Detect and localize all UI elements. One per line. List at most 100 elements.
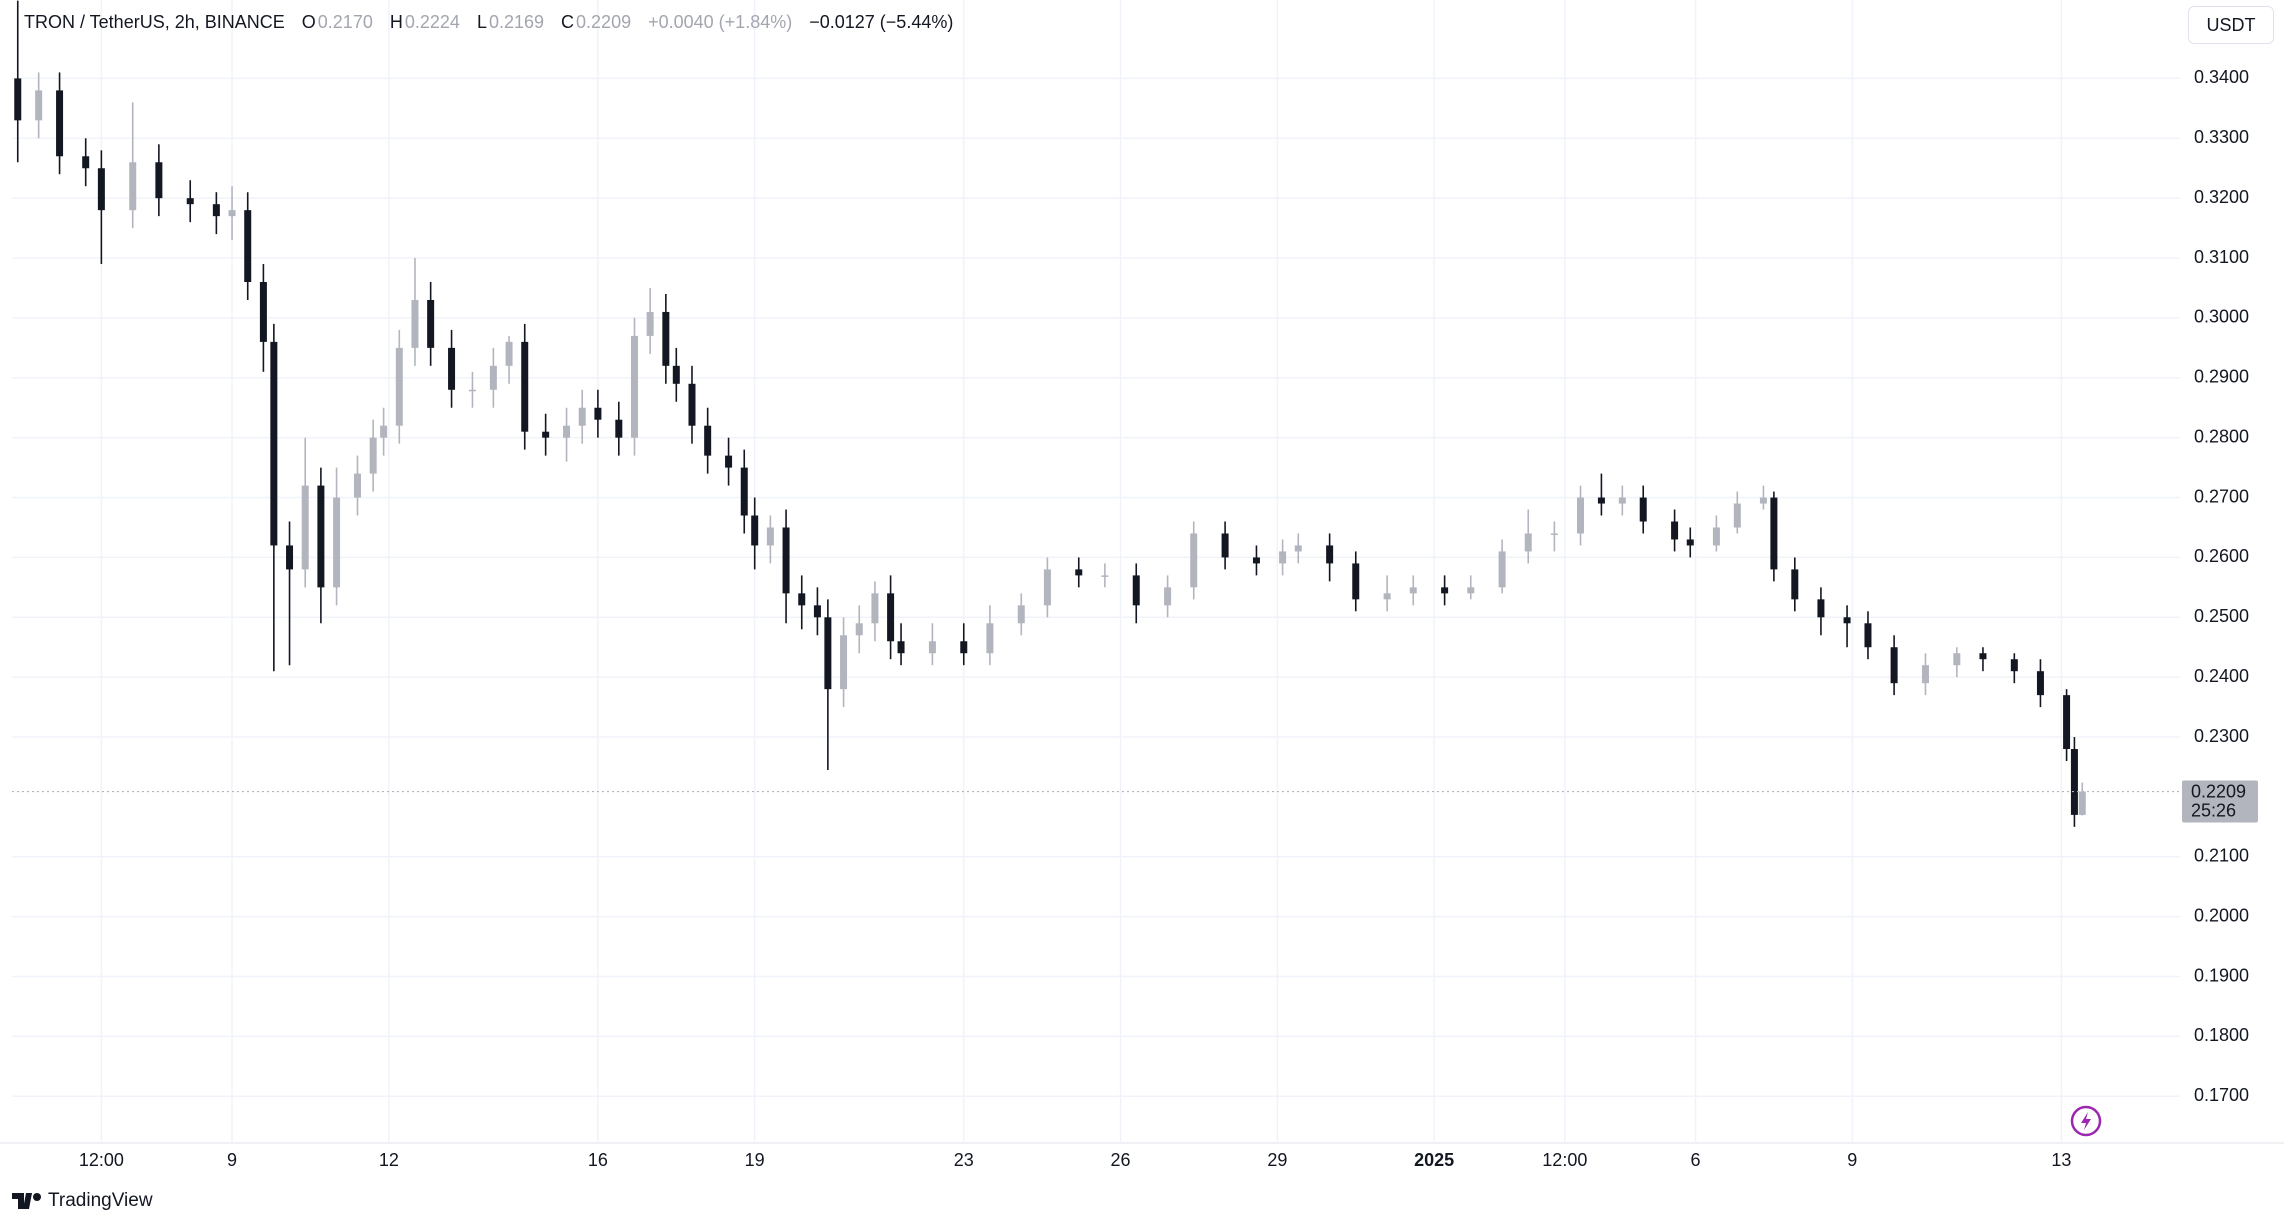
candles (14, 0, 2086, 827)
x-tick-label: 9 (227, 1150, 237, 1170)
high-value: 0.2224 (404, 12, 460, 32)
y-tick-label: 0.1800 (2194, 1025, 2249, 1045)
candle-body (766, 527, 774, 546)
candle-body (155, 162, 163, 199)
candle-body (615, 419, 623, 438)
candle-body (82, 156, 90, 169)
candle-body (1671, 521, 1679, 540)
candle-body (186, 198, 194, 205)
y-tick-label: 0.2400 (2194, 666, 2249, 686)
candle-body (1618, 497, 1626, 504)
alert-icon[interactable] (2070, 1105, 2102, 1137)
candle-body (505, 341, 513, 366)
brand[interactable]: TradingView (12, 1190, 153, 1212)
x-tick-label: 29 (1267, 1150, 1287, 1170)
y-tick-label: 0.3000 (2194, 307, 2249, 327)
x-tick-label: 23 (954, 1150, 974, 1170)
candle-body (578, 407, 586, 426)
candle-body (1921, 665, 1929, 684)
candle-body (1864, 623, 1872, 648)
candle-body (1817, 599, 1825, 618)
candle-body (353, 473, 361, 498)
candle-body (521, 341, 529, 432)
candle-body (928, 641, 936, 654)
candle-body (468, 389, 476, 392)
y-tick-label: 0.1900 (2194, 965, 2249, 985)
candle-body (2078, 791, 2086, 815)
candle-body (380, 425, 388, 438)
candle-body (1953, 653, 1961, 666)
candle-body (1979, 653, 1987, 660)
y-tick-label: 0.2800 (2194, 426, 2249, 446)
candle-body (1467, 587, 1475, 594)
candle-body (630, 335, 638, 438)
candle-body (563, 425, 571, 438)
x-tick-label: 12:00 (1542, 1150, 1587, 1170)
candle-body (646, 311, 654, 336)
candle-body (1043, 569, 1051, 606)
candle-body (2036, 671, 2044, 696)
candle-body (594, 407, 602, 420)
x-tick-label: 13 (2051, 1150, 2071, 1170)
x-tick-label: 2025 (1414, 1150, 1454, 1170)
candle-body (369, 437, 377, 474)
candle-body (1639, 497, 1647, 522)
candle-body (56, 90, 64, 157)
y-tick-label: 0.3300 (2194, 127, 2249, 147)
candle-body (1759, 497, 1767, 504)
candle-body (1712, 527, 1720, 546)
candle-body (35, 90, 43, 121)
y-tick-label: 0.1700 (2194, 1085, 2249, 1105)
candle-body (840, 635, 848, 690)
axes: 0.1700 0.1800 0.1900 0.2000 0.2100 0.2300 0.24… (12, 67, 2258, 1170)
candle-body (1017, 605, 1025, 624)
candle-body (542, 431, 550, 438)
candle-body (1075, 569, 1083, 576)
symbol[interactable]: TRON / TetherUS, 2h, BINANCE (24, 12, 285, 32)
candle-body (1577, 497, 1585, 534)
candle-body (1791, 569, 1799, 600)
brand-logo (12, 1193, 41, 1209)
x-tick-label: 9 (1847, 1150, 1857, 1170)
open-label: O (301, 12, 316, 32)
x-tick-label: 12 (379, 1150, 399, 1170)
candle-body (1190, 533, 1198, 588)
candle-body (704, 425, 712, 456)
candle-body (1294, 545, 1302, 552)
currency-button[interactable]: USDT (2188, 6, 2274, 44)
open-value: 0.2170 (317, 12, 373, 32)
candle-body (395, 347, 403, 426)
candle-body (411, 299, 419, 348)
candle-body (1733, 503, 1741, 528)
candle-body (1770, 497, 1778, 570)
brand-name: TradingView (48, 1190, 153, 1211)
candle-body (489, 365, 497, 390)
y-tick-label: 0.3100 (2194, 247, 2249, 267)
candle-body (448, 347, 456, 390)
candle-body (270, 341, 278, 546)
last-price-tag (2182, 780, 2258, 823)
candle-body (751, 515, 759, 546)
candle-body (1409, 587, 1417, 594)
candle-body (824, 617, 832, 690)
candle-body (960, 641, 968, 654)
candle-body (1132, 575, 1140, 606)
x-tick-label: 16 (588, 1150, 608, 1170)
low-label: L (476, 12, 487, 32)
range-change: −0.0127 (−5.44%) (809, 12, 954, 32)
y-tick-label: 0.2500 (2194, 606, 2249, 626)
close-value: 0.2209 (576, 12, 632, 32)
candle-body (259, 282, 267, 342)
candle-body (1101, 575, 1109, 577)
y-tick-label: 0.2000 (2194, 905, 2249, 925)
candle-body (688, 383, 696, 426)
candle-body (855, 623, 863, 636)
y-tick-label: 0.3400 (2194, 67, 2249, 87)
candle-body (1498, 551, 1506, 588)
candle-body (244, 210, 252, 283)
y-tick-label: 0.2700 (2194, 486, 2249, 506)
last-price-label: 0.2209 (2191, 781, 2246, 801)
candle-body (228, 210, 236, 217)
candle-body (1352, 563, 1360, 600)
